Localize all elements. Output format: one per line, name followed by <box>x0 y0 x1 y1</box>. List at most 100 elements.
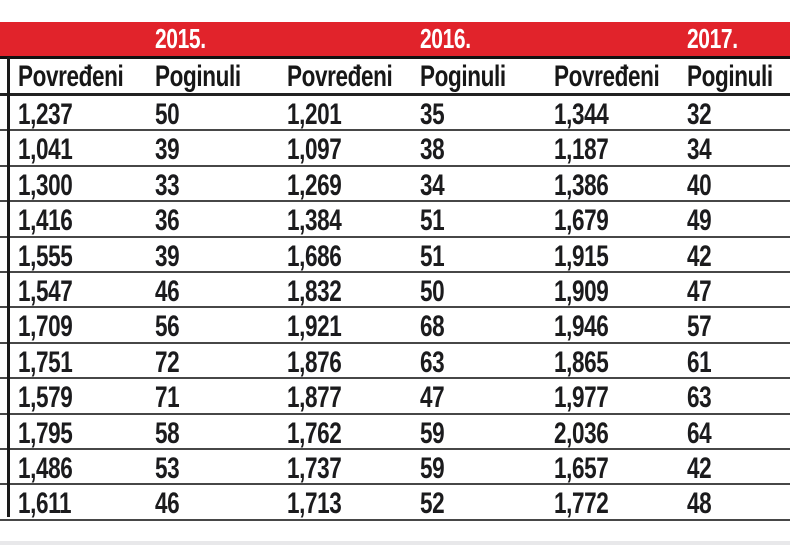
cell-value: 1,384 <box>287 204 342 238</box>
cell-killed: 47 <box>420 379 554 414</box>
cell-injured: 1,486 <box>18 450 155 485</box>
cell-injured: 1,751 <box>18 344 155 379</box>
cell-injured: 1,344 <box>554 96 687 131</box>
cell-killed: 51 <box>420 202 554 238</box>
cell-killed: 51 <box>420 238 554 273</box>
cell-killed: 59 <box>420 450 554 485</box>
cell-killed: 46 <box>155 273 287 308</box>
cell-value: 1,611 <box>18 487 72 521</box>
cell-value: 1,041 <box>18 133 73 167</box>
cell-killed: 53 <box>155 450 287 485</box>
table-header: Povređeni Poginuli Povređeni Poginuli Po… <box>0 59 790 96</box>
cell-injured: 1,977 <box>554 379 687 415</box>
table-row: 1,300 33 1,269 34 1,386 40 <box>0 167 790 203</box>
col-header-text: Poginuli <box>420 60 506 93</box>
cell-killed: 32 <box>687 96 790 131</box>
cell-value: 1,737 <box>287 451 342 485</box>
cell-value: 47 <box>687 274 712 308</box>
table-row: 1,709 56 1,921 68 1,946 57 <box>0 308 790 344</box>
cell-injured: 1,097 <box>287 131 420 166</box>
cell-value: 32 <box>687 98 712 131</box>
cell-killed: 47 <box>687 273 790 308</box>
table-row: 1,041 39 1,097 38 1,187 34 <box>0 131 790 167</box>
cell-value: 38 <box>420 133 445 167</box>
cell-killed: 50 <box>155 96 287 131</box>
cell-injured: 1,300 <box>18 167 155 202</box>
cell-value: 42 <box>687 451 712 485</box>
cell-value: 51 <box>420 204 445 238</box>
cell-value: 49 <box>687 204 712 238</box>
cell-value: 58 <box>155 416 180 450</box>
cell-value: 1,751 <box>18 345 73 379</box>
cell-value: 56 <box>155 310 180 344</box>
cell-value: 1,876 <box>287 345 342 379</box>
cell-injured: 1,832 <box>287 273 420 308</box>
col-header-killed-2017: Poginuli <box>687 59 790 95</box>
year-label-text: 2017. <box>687 23 738 54</box>
cell-killed: 52 <box>420 485 554 520</box>
cell-value: 71 <box>155 381 180 415</box>
col-header-text: Povređeni <box>554 60 660 93</box>
col-header-killed-2015: Poginuli <box>155 59 287 95</box>
cell-killed: 64 <box>687 415 790 450</box>
cell-value: 1,686 <box>287 239 342 273</box>
table-row: 1,751 72 1,876 63 1,865 61 <box>0 344 790 380</box>
col-header-injured-2015: Povređeni <box>18 59 155 95</box>
cell-injured: 2,036 <box>554 415 687 450</box>
cell-killed: 40 <box>687 167 790 202</box>
col-header-text: Poginuli <box>687 60 773 93</box>
cell-killed: 61 <box>687 344 790 379</box>
table-row: 1,237 50 1,201 35 1,344 32 <box>0 96 790 132</box>
cell-value: 34 <box>420 168 445 202</box>
cell-value: 1,486 <box>18 451 73 485</box>
cell-value: 1,713 <box>287 487 342 521</box>
cell-value: 1,795 <box>18 416 73 450</box>
cell-value: 1,344 <box>554 98 609 131</box>
cell-value: 53 <box>155 451 180 485</box>
cell-value: 34 <box>687 133 712 167</box>
cell-value: 50 <box>155 98 180 131</box>
bottom-strip <box>0 541 790 545</box>
cell-killed: 71 <box>155 379 287 415</box>
cell-value: 1,832 <box>287 274 342 308</box>
cell-killed: 34 <box>687 131 790 167</box>
cell-killed: 42 <box>687 238 790 273</box>
cell-killed: 58 <box>155 415 287 450</box>
cell-injured: 1,921 <box>287 308 420 343</box>
cell-value: 1,909 <box>554 274 609 308</box>
table-left-border <box>7 57 10 517</box>
cell-injured: 1,909 <box>554 273 687 308</box>
cell-value: 39 <box>155 133 180 167</box>
cell-value: 59 <box>420 451 445 485</box>
cell-value: 42 <box>687 239 712 273</box>
year-band: 2015. 2016. 2017. <box>0 22 790 56</box>
cell-value: 1,269 <box>287 168 342 202</box>
cell-killed: 34 <box>420 167 554 202</box>
cell-killed: 63 <box>420 344 554 379</box>
cell-value: 59 <box>420 416 445 450</box>
cell-killed: 49 <box>687 202 790 238</box>
cell-injured: 1,713 <box>287 485 420 521</box>
cell-injured: 1,611 <box>18 485 155 521</box>
cell-value: 40 <box>687 168 712 202</box>
cell-value: 1,386 <box>554 168 609 202</box>
cell-injured: 1,762 <box>287 415 420 450</box>
cell-injured: 1,679 <box>554 202 687 237</box>
cell-killed: 33 <box>155 167 287 202</box>
cell-killed: 59 <box>420 415 554 450</box>
cell-value: 61 <box>687 345 712 379</box>
cell-value: 1,547 <box>18 274 73 308</box>
cell-value: 1,977 <box>554 381 609 415</box>
cell-killed: 72 <box>155 344 287 379</box>
cell-value: 1,865 <box>554 345 609 379</box>
cell-value: 57 <box>687 310 712 344</box>
cell-value: 1,237 <box>18 98 73 131</box>
cell-injured: 1,657 <box>554 450 687 485</box>
cell-killed: 35 <box>420 96 554 131</box>
year-label-2015: 2015. <box>155 22 287 56</box>
cell-value: 63 <box>687 381 712 415</box>
cell-injured: 1,946 <box>554 308 687 343</box>
cell-injured: 1,041 <box>18 131 155 167</box>
cell-injured: 1,384 <box>287 202 420 238</box>
table-row: 1,486 53 1,737 59 1,657 42 <box>0 450 790 486</box>
